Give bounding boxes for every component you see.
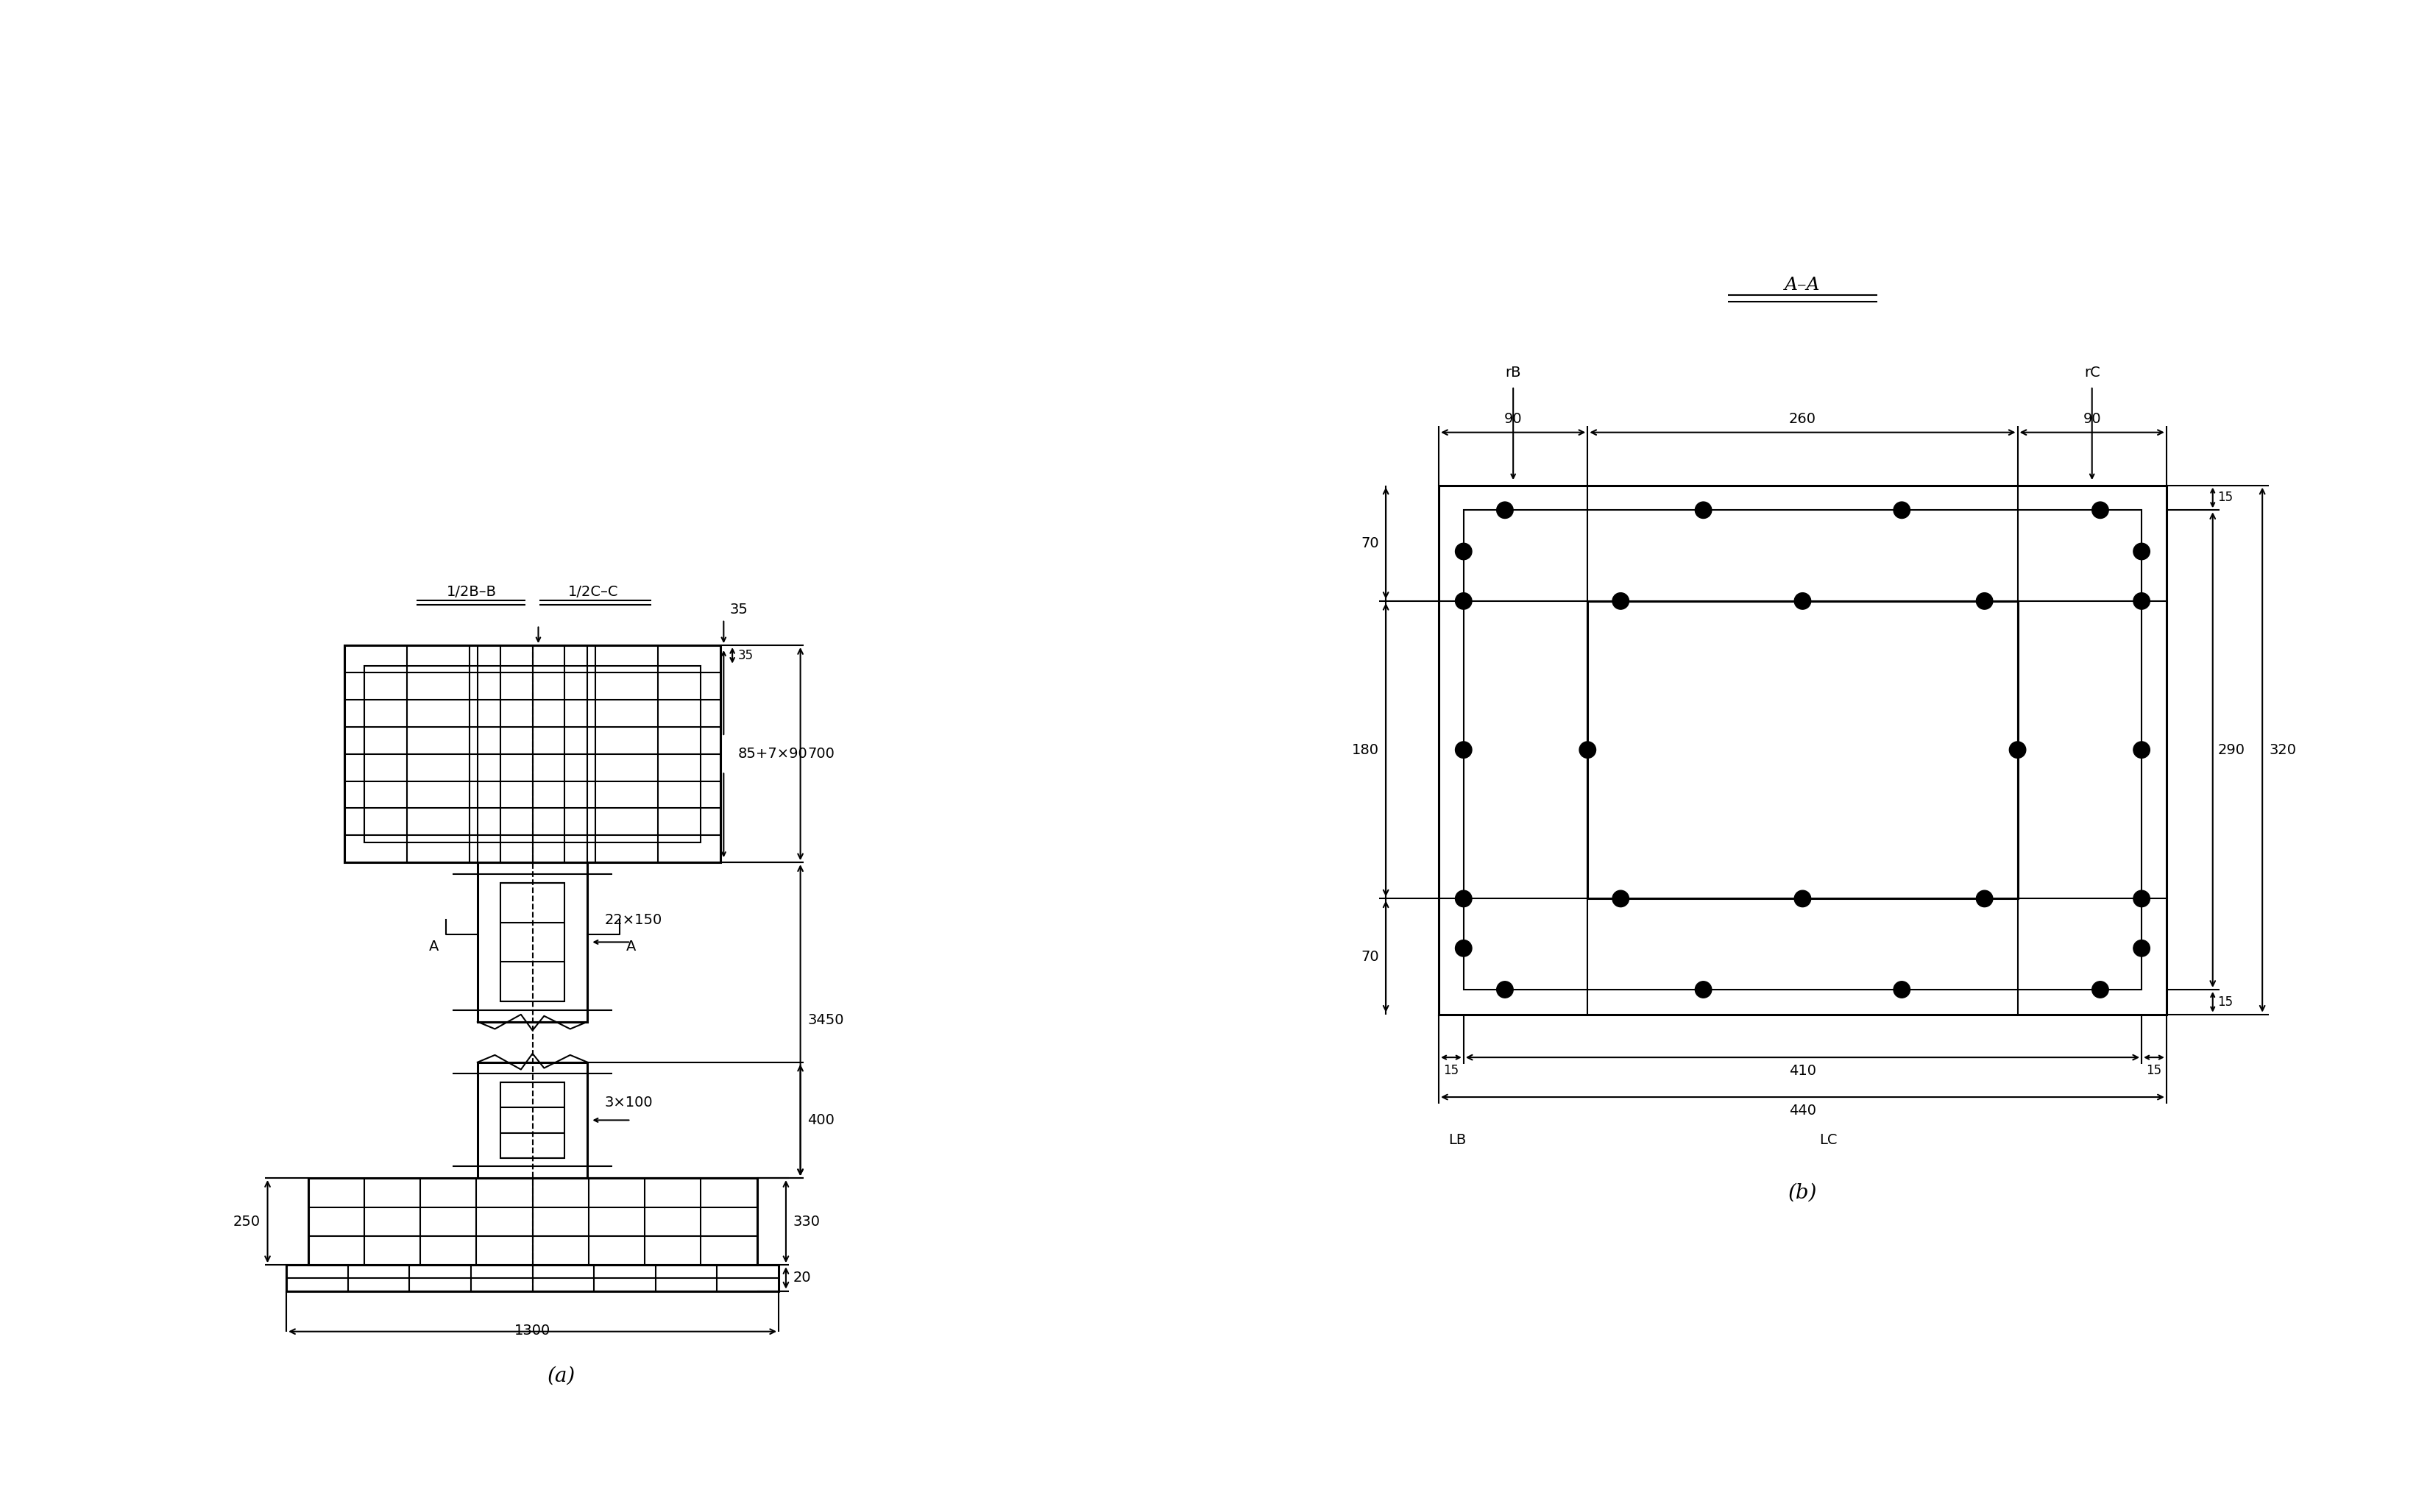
Circle shape — [1614, 593, 1628, 609]
Circle shape — [1976, 593, 1993, 609]
Text: LB: LB — [1448, 1134, 1468, 1148]
Text: 290: 290 — [2219, 742, 2245, 758]
Circle shape — [1793, 891, 1810, 907]
Text: 70: 70 — [1361, 950, 1380, 963]
Circle shape — [1696, 502, 1711, 519]
Circle shape — [1614, 891, 1628, 907]
Text: 15: 15 — [2146, 1064, 2163, 1077]
Text: 90: 90 — [1504, 411, 1521, 426]
Text: A–A: A–A — [1784, 277, 1820, 293]
Circle shape — [1696, 981, 1711, 998]
Text: 320: 320 — [2270, 742, 2296, 758]
Text: LC: LC — [1820, 1134, 1837, 1148]
Text: 15: 15 — [2219, 491, 2233, 505]
Circle shape — [1497, 502, 1514, 519]
Circle shape — [1456, 593, 1473, 609]
Text: 400: 400 — [807, 1113, 836, 1126]
Text: 3×100: 3×100 — [605, 1096, 654, 1110]
Text: 1/2B–B: 1/2B–B — [447, 585, 496, 599]
Text: rB: rB — [1504, 366, 1521, 380]
Text: 15: 15 — [1443, 1064, 1458, 1077]
Circle shape — [1793, 593, 1810, 609]
Text: 35: 35 — [739, 649, 753, 662]
Text: 15: 15 — [2219, 995, 2233, 1009]
Text: A: A — [627, 940, 637, 954]
Circle shape — [2010, 741, 2027, 758]
Circle shape — [2134, 891, 2151, 907]
Text: 260: 260 — [1788, 411, 1815, 426]
Text: (b): (b) — [1788, 1182, 1818, 1204]
Text: 22×150: 22×150 — [605, 913, 663, 927]
Circle shape — [1893, 981, 1910, 998]
Circle shape — [1580, 741, 1597, 758]
Text: 1300: 1300 — [515, 1323, 552, 1337]
Text: A: A — [430, 940, 440, 954]
Text: 20: 20 — [792, 1272, 812, 1285]
Circle shape — [1456, 741, 1473, 758]
Circle shape — [1456, 891, 1473, 907]
Text: 330: 330 — [792, 1214, 821, 1228]
Circle shape — [2134, 543, 2151, 559]
Text: 70: 70 — [1361, 537, 1380, 550]
Text: 1/2C–C: 1/2C–C — [569, 585, 620, 599]
Circle shape — [1456, 543, 1473, 559]
Circle shape — [1976, 891, 1993, 907]
Circle shape — [1456, 940, 1473, 957]
Circle shape — [2092, 981, 2109, 998]
Circle shape — [1497, 981, 1514, 998]
Text: 180: 180 — [1351, 742, 1380, 758]
Text: (a): (a) — [547, 1367, 576, 1387]
Circle shape — [2092, 502, 2109, 519]
Circle shape — [2134, 741, 2151, 758]
Text: 85+7×90: 85+7×90 — [739, 747, 807, 761]
Text: 410: 410 — [1788, 1064, 1815, 1078]
Text: 440: 440 — [1788, 1104, 1815, 1117]
Text: 35: 35 — [729, 602, 748, 617]
Circle shape — [1893, 502, 1910, 519]
Circle shape — [2134, 940, 2151, 957]
Text: 3450: 3450 — [807, 1013, 843, 1027]
Circle shape — [2134, 593, 2151, 609]
Text: 90: 90 — [2083, 411, 2102, 426]
Text: 700: 700 — [807, 747, 836, 761]
Text: rC: rC — [2085, 366, 2100, 380]
Text: 250: 250 — [233, 1214, 260, 1228]
